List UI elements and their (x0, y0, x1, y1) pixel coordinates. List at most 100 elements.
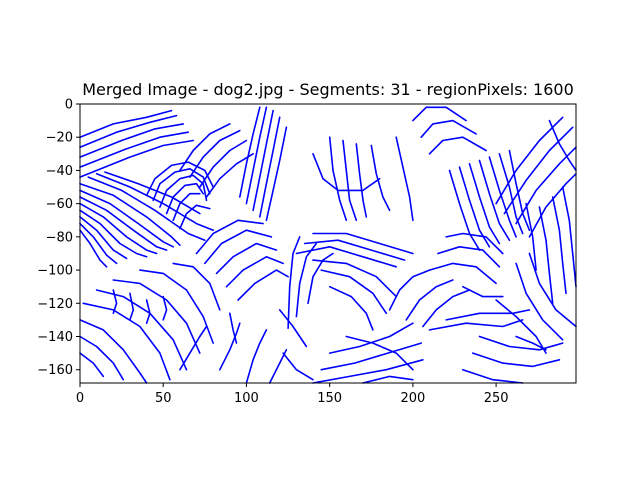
segment-line (312, 232, 414, 255)
segment-line (287, 236, 301, 330)
segment-line (172, 192, 201, 222)
segment-line (422, 289, 471, 328)
segment-line (355, 143, 368, 218)
y-tick-label: −120 (37, 297, 73, 312)
segment-line (515, 335, 547, 351)
y-tick-label: −60 (46, 197, 73, 212)
segment-line (225, 255, 284, 288)
segment-line (503, 126, 574, 215)
segment-line (295, 246, 398, 268)
segment-line (488, 156, 517, 238)
y-tick-label: −140 (37, 330, 73, 345)
x-tick-label: 200 (400, 391, 425, 406)
segment-line (328, 136, 348, 222)
segment-line (189, 129, 241, 178)
x-axis: 0 50 100 150 200 250 (76, 383, 509, 406)
segment-line (179, 325, 208, 371)
segment-line (405, 279, 454, 321)
segment-line (112, 279, 201, 354)
segment-line (307, 252, 334, 305)
segment-line (320, 342, 423, 371)
segment-line (79, 319, 148, 384)
segment-line (548, 119, 577, 172)
segment-line (199, 139, 248, 188)
segment-line (79, 222, 118, 265)
segment-line (461, 285, 504, 298)
segment-line (303, 239, 406, 261)
segment-line (195, 219, 264, 255)
segment-line (448, 169, 481, 251)
segment-line (370, 144, 391, 212)
segment-line (179, 123, 231, 172)
segment-line (312, 259, 398, 298)
segment-line (79, 131, 189, 168)
segment-line (145, 161, 214, 197)
segment-line (312, 358, 424, 384)
x-tick-label: 50 (155, 391, 172, 406)
segment-line (471, 352, 561, 368)
segment-line (79, 182, 181, 246)
segment-line (104, 171, 201, 215)
segment-line (79, 352, 105, 378)
segment-line (165, 182, 204, 215)
y-axis: 0 −20 −40 −60 −80 −100 −120 −140 −160 (37, 98, 80, 378)
y-tick-label: −80 (46, 230, 73, 245)
segment-line (468, 163, 501, 245)
segment-line (258, 116, 281, 218)
segment-line (478, 159, 511, 241)
segment-line (79, 209, 148, 258)
segment-line (420, 119, 477, 138)
segment-line (395, 136, 414, 222)
y-tick-label: −160 (37, 363, 73, 378)
plot-lines (79, 106, 577, 384)
segment-line (252, 109, 274, 212)
segment-line (528, 173, 577, 238)
segment-line (428, 319, 524, 331)
segment-line (145, 299, 151, 325)
segment-line (129, 292, 135, 321)
segment-line (79, 189, 174, 248)
segment-line (162, 295, 168, 321)
segment-line (278, 309, 308, 348)
segment-line (239, 106, 261, 198)
segment-line (515, 262, 564, 341)
segment-line (495, 116, 564, 205)
segment-line (412, 106, 467, 122)
segment-line (478, 335, 564, 351)
segment-line (328, 285, 374, 331)
segment-line (551, 196, 567, 295)
segment-line (95, 173, 214, 231)
x-tick-label: 100 (234, 391, 259, 406)
segment-line (172, 262, 221, 311)
segment-line (362, 375, 414, 384)
segment-line (437, 246, 501, 268)
segment-line (79, 109, 173, 138)
segment-line (79, 123, 184, 158)
segment-line (388, 269, 431, 311)
segment-line (265, 126, 288, 222)
segment-line (229, 312, 238, 344)
segment-line (461, 368, 524, 384)
segment-line (282, 352, 314, 381)
segment-line (159, 174, 208, 208)
segment-line (345, 335, 414, 371)
segment-line (268, 348, 288, 384)
y-tick-label: −20 (46, 131, 73, 146)
segment-line (245, 106, 268, 205)
segment-line (428, 262, 497, 285)
segment-line (495, 299, 547, 354)
segment-line (79, 202, 158, 255)
segment-line (87, 176, 206, 241)
segment-line (82, 302, 171, 381)
segment-line (528, 252, 577, 328)
segment-line (445, 309, 531, 321)
chart-title: Merged Image - dog2.jpg - Segments: 31 -… (82, 80, 574, 99)
segment-line (219, 322, 241, 371)
segment-line (79, 229, 108, 268)
x-tick-label: 0 (76, 391, 84, 406)
segment-line (215, 242, 278, 275)
y-tick-label: −40 (46, 164, 73, 179)
segment-line (458, 166, 491, 248)
segment-line (328, 322, 414, 354)
